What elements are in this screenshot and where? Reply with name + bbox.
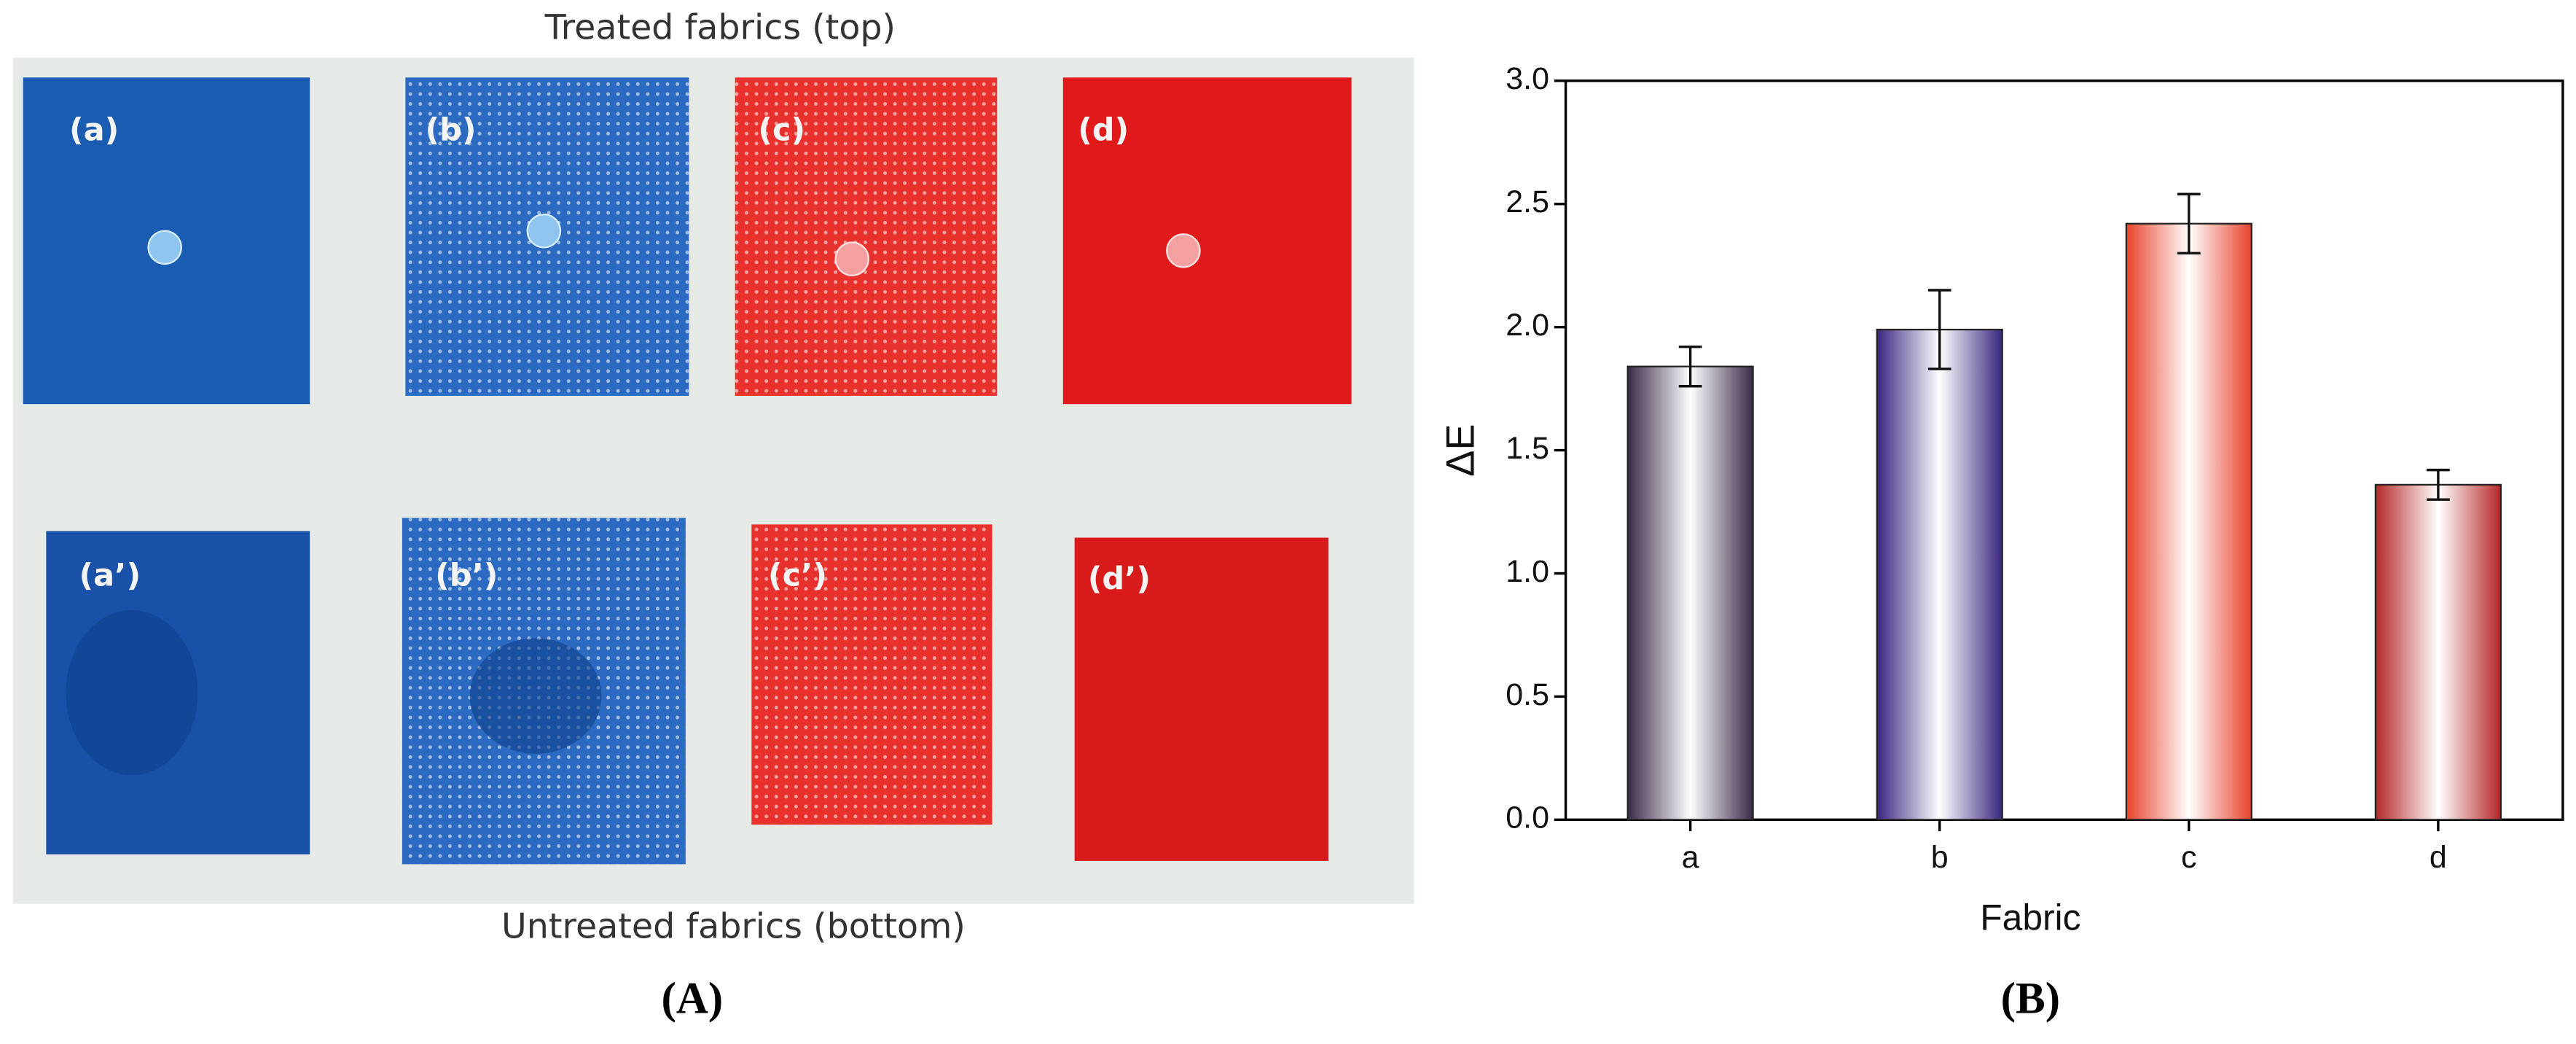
- bar: [2374, 483, 2502, 821]
- x-tick-label: c: [2181, 840, 2196, 875]
- y-tick-label: 1.0: [1506, 554, 1549, 589]
- fabric-label: (b): [426, 112, 477, 148]
- panel-label: (B): [2001, 974, 2060, 1023]
- fabric-label: (c’): [768, 557, 827, 593]
- bar: [2125, 222, 2252, 821]
- fabric-texture: [751, 524, 993, 825]
- water-drop: [526, 213, 562, 249]
- bar: [1876, 328, 2003, 821]
- y-axis-label: ΔE: [1438, 424, 1483, 476]
- fabric-label: (a): [69, 112, 119, 148]
- fabric: [1074, 537, 1328, 861]
- bar: [1626, 365, 1754, 821]
- x-tick-label: d: [2430, 840, 2447, 875]
- y-tick-label: 3.0: [1506, 61, 1549, 96]
- water-drop: [147, 230, 182, 265]
- bottom-caption: Untreated fabrics (bottom): [501, 907, 966, 947]
- y-tick-label: 1.5: [1506, 431, 1549, 466]
- x-axis-label: Fabric: [1980, 897, 2080, 938]
- fabric-label: (b’): [435, 557, 498, 593]
- water-drop: [834, 241, 870, 276]
- plot-frame: [1564, 79, 2564, 822]
- wet-spot: [66, 610, 198, 776]
- fabric-texture: [735, 77, 998, 396]
- fabric-label: (c): [758, 112, 805, 148]
- x-tick-label: b: [1931, 840, 1949, 875]
- fabric: [1062, 77, 1352, 405]
- fabric-label: (a’): [79, 557, 141, 593]
- fabric-label: (d’): [1088, 561, 1151, 597]
- y-tick-label: 2.0: [1506, 308, 1549, 343]
- top-caption: Treated fabrics (top): [544, 8, 896, 48]
- wet-spot: [469, 638, 602, 754]
- water-drop: [1166, 233, 1201, 268]
- fabric-label: (d): [1078, 112, 1129, 148]
- y-tick-label: 0.5: [1506, 677, 1549, 712]
- panel-label: (A): [662, 974, 724, 1023]
- photo: (a) (b) (c) (d) (a’) (b’) (c’) (d’): [13, 58, 1414, 904]
- x-tick-label: a: [1682, 840, 1699, 875]
- y-tick-label: 0.0: [1506, 800, 1549, 835]
- y-tick-label: 2.5: [1506, 184, 1549, 219]
